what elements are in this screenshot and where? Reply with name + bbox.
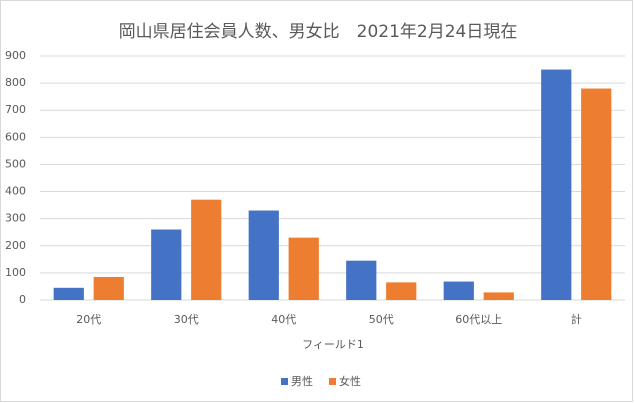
x-tick-label: 計 [571,312,582,326]
legend-swatch [329,378,336,385]
bar [53,287,84,300]
x-tick-label: 60代以上 [455,313,502,326]
x-tick-label: 50代 [369,313,394,326]
x-tick-label: 20代 [76,313,101,326]
y-tick-label: 900 [5,49,26,62]
legend-label: 女性 [339,374,361,388]
bar [191,199,222,300]
bar [483,292,514,300]
legend-label: 男性 [291,374,313,388]
y-tick-label: 400 [5,185,26,198]
bar [151,229,182,300]
bar [443,281,474,300]
bar [288,237,319,300]
y-tick-label: 600 [5,130,26,143]
bar [541,69,572,300]
x-tick-label: 40代 [271,313,296,326]
y-tick-label: 500 [5,157,26,170]
bar [93,276,124,300]
legend-swatch [281,378,288,385]
y-tick-label: 100 [5,266,26,279]
bar [248,210,279,300]
x-axis-title: フィールド1 [302,338,364,351]
chart-title: 岡山県居住会員人数、男女比 2021年2月24日現在 [119,22,518,42]
y-tick-label: 800 [5,76,26,89]
y-tick-label: 0 [19,293,26,306]
bar [346,260,377,300]
y-tick-label: 700 [5,103,26,116]
x-tick-label: 30代 [174,313,199,326]
bar [581,88,612,301]
y-tick-label: 200 [5,239,26,252]
y-tick-label: 300 [5,212,26,225]
bar [386,282,417,300]
